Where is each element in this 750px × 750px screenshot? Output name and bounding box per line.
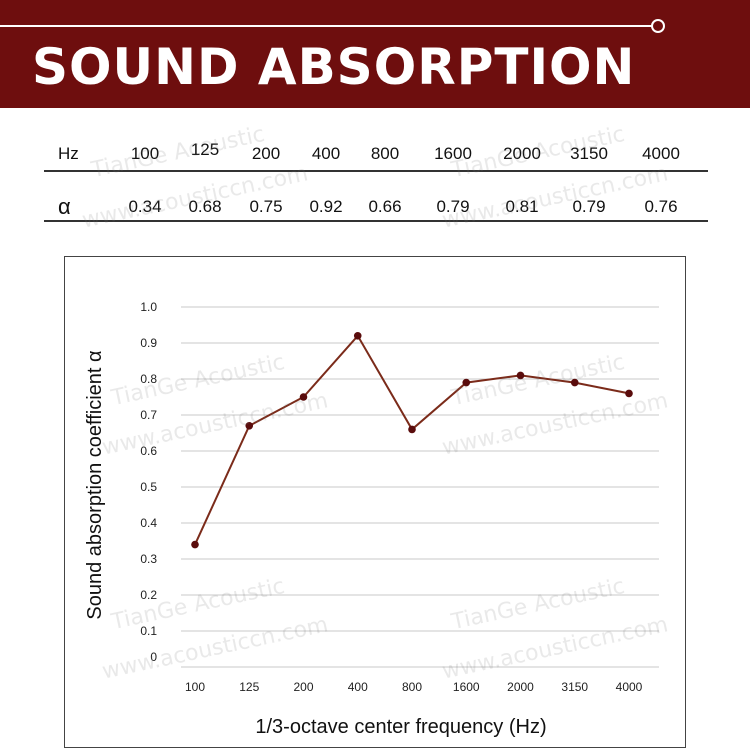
- table-frequency-cell: 3150: [570, 144, 608, 163]
- table-coefficient-cell: 0.68: [188, 197, 222, 216]
- y-tick-label: 0.9: [140, 336, 157, 350]
- data-point: [191, 540, 199, 549]
- y-tick-label: 0: [150, 650, 157, 664]
- data-point: [516, 371, 525, 380]
- x-axis-label: 1/3-octave center frequency (Hz): [255, 716, 546, 738]
- y-tick-label: 0.4: [140, 516, 157, 530]
- x-tick-label: 100: [185, 680, 205, 694]
- x-tick-label: 1600: [453, 680, 480, 694]
- x-tick-label: 400: [348, 680, 368, 694]
- absorption-table: Hz α 100 125 200 400 800 1600 2000 3150 4000 0.34…: [44, 128, 708, 228]
- banner-decor-line: [0, 25, 652, 27]
- x-tick-label: 3150: [561, 680, 588, 694]
- data-point: [353, 332, 362, 340]
- title-banner: SOUND ABSORPTION: [0, 0, 750, 108]
- y-tick-label: 1.0: [140, 300, 157, 314]
- y-tick-label: 0.1: [140, 624, 157, 638]
- table-coefficient-cell: 0.81: [505, 197, 539, 216]
- table-frequency-cell: 400: [311, 144, 341, 163]
- table-coefficient-cell: 0.79: [436, 197, 470, 216]
- x-tick-label: 2000: [507, 680, 534, 694]
- table-frequency-cell: 100: [130, 144, 160, 163]
- table-coefficient-cell: 0.75: [249, 197, 283, 216]
- x-tick-label: 4000: [616, 680, 643, 694]
- y-tick-label: 0.6: [140, 444, 157, 458]
- table-frequency-cell: 125: [190, 140, 220, 159]
- table-frequency-cell: 200: [251, 144, 281, 163]
- table-frequency-cell: 2000: [503, 144, 541, 163]
- page-title: SOUND ABSORPTION: [32, 38, 636, 96]
- data-point: [245, 422, 254, 430]
- x-tick-label: 800: [402, 680, 422, 694]
- alpha-row-label: α: [58, 194, 71, 219]
- x-tick-label: 125: [239, 680, 259, 694]
- data-point: [570, 378, 579, 387]
- table-coefficient-cell: 0.79: [572, 197, 606, 216]
- data-point: [462, 378, 471, 387]
- table-coefficient-cell: 0.76: [644, 197, 678, 216]
- y-tick-label: 0.5: [140, 480, 157, 494]
- y-tick-label: 0.7: [140, 408, 157, 422]
- table-frequency-cell: 800: [370, 144, 400, 163]
- table-coefficient-cell: 0.92: [309, 197, 343, 216]
- table-coefficient-cell: 0.66: [368, 197, 402, 216]
- banner-decor-circle-icon: [651, 19, 665, 33]
- table-coefficient-cell: 0.34: [128, 197, 162, 216]
- y-axis-label: Sound absorption coefficient α: [84, 350, 106, 619]
- series-line: [194, 334, 630, 546]
- y-tick-label: 0.2: [140, 588, 157, 602]
- data-point: [625, 389, 633, 398]
- data-point: [408, 425, 416, 434]
- table-frequency-cell: 1600: [434, 144, 472, 163]
- y-tick-label: 0.3: [140, 552, 157, 566]
- data-point: [299, 393, 308, 401]
- x-tick-label: 200: [293, 680, 313, 694]
- table-rule-middle: [44, 170, 708, 172]
- hz-row-label: Hz: [58, 144, 79, 163]
- table-frequency-cell: 4000: [642, 144, 680, 163]
- table-rule-bottom: [44, 220, 708, 222]
- y-tick-label: 0.8: [140, 372, 157, 386]
- chart-frame: 0 0.1 0.2 0.3 0.4 0.5 0.6 0.7 0.8 0.9 1.0 100 125 200…: [64, 256, 686, 748]
- absorption-chart: 0 0.1 0.2 0.3 0.4 0.5 0.6 0.7 0.8 0.9 1.0 100 125 200…: [84, 300, 659, 738]
